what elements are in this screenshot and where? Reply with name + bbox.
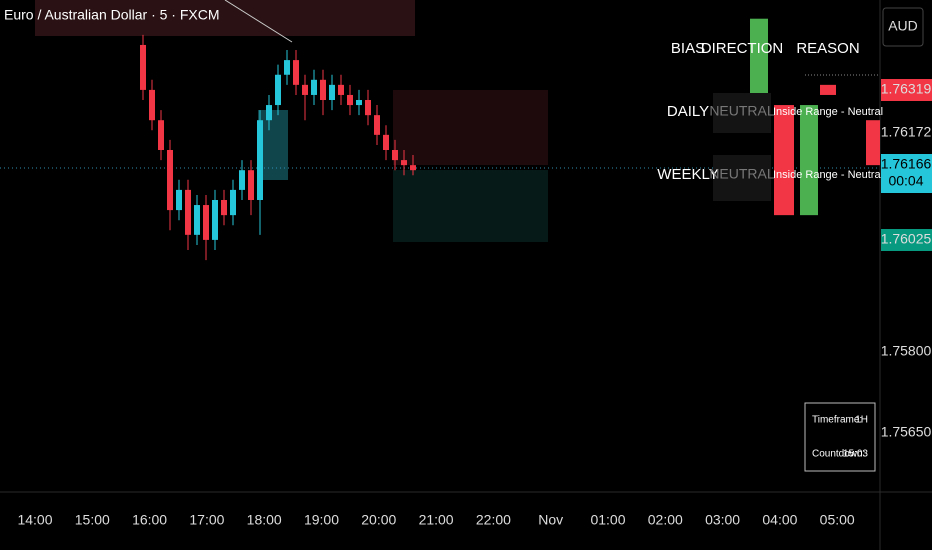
stop-zone (393, 90, 548, 165)
candle-body (302, 84, 308, 95)
time-label: 02:00 (648, 512, 683, 528)
time-label: 14:00 (17, 512, 52, 528)
candle-body (185, 189, 191, 235)
candle-body (311, 79, 317, 95)
candle-body (284, 60, 290, 75)
time-label: 20:00 (361, 512, 396, 528)
candle-body (383, 134, 389, 150)
candle-body (212, 199, 218, 240)
candle-body (275, 74, 281, 106)
htf-candles (750, 18, 880, 216)
price-label: 1.75650 (881, 424, 932, 440)
candle-body (149, 89, 155, 121)
currency-label[interactable]: AUD (888, 18, 918, 34)
price-tag (881, 79, 932, 101)
table-header: REASON (796, 40, 859, 57)
price-label: 1.76172 (881, 124, 932, 140)
table-header: BIAS (671, 40, 705, 57)
info-value: 15:03 (843, 449, 868, 460)
time-label: 18:00 (247, 512, 282, 528)
htf-candle (866, 120, 880, 166)
time-axis: 14:00 15:00 16:00 17:00 18:00 19:00 20:00 21:00… (17, 512, 854, 528)
candle-body (401, 160, 407, 166)
candle-body (167, 150, 173, 211)
time-label: 22:00 (476, 512, 511, 528)
candle-body (347, 94, 353, 106)
info-box (804, 402, 876, 472)
cell-bg (713, 93, 771, 133)
supply-zone (35, 0, 415, 36)
price-tag (881, 229, 932, 251)
target-zone (393, 170, 548, 242)
time-label: 19:00 (304, 512, 339, 528)
candle-body (221, 199, 227, 216)
candle-body (329, 84, 335, 101)
info-label: Countdown: (812, 449, 865, 460)
table-cell: Inside Range - Neutral (773, 106, 883, 118)
time-label: 04:00 (762, 512, 797, 528)
htf-candle (774, 105, 794, 216)
info-label: Timeframe: (812, 415, 862, 426)
table-cell: NEUTRAL (709, 103, 775, 119)
time-label: 16:00 (132, 512, 167, 528)
candle-body (140, 44, 146, 90)
time-label: Nov (538, 512, 563, 528)
price-label: 1.76025 (881, 231, 932, 247)
candle-body (203, 205, 209, 240)
info-rows: Timeframe:1H Countdown:15:03 (812, 415, 868, 460)
candle-body (392, 150, 398, 161)
candle-body (239, 170, 245, 190)
price-label: 1.76319 (881, 81, 932, 97)
table-header: DIRECTION (701, 40, 784, 57)
candle-body (194, 205, 200, 235)
symbol-title: Euro / Australian Dollar · 5 · FXCM (4, 7, 220, 23)
candle-body (365, 100, 371, 116)
table-cell: NEUTRAL (709, 166, 775, 182)
candle-body (257, 120, 263, 200)
candle-body (158, 120, 164, 150)
candle-body (374, 115, 380, 135)
table-cell: Inside Range - Neutral (773, 169, 883, 181)
row-label: WEEKLY (657, 166, 718, 183)
row-label: DAILY (667, 103, 709, 120)
candle-body (410, 165, 416, 171)
htf-candle (820, 84, 836, 95)
candles (140, 34, 416, 261)
candle-body (293, 60, 299, 85)
time-label: 17:00 (189, 512, 224, 528)
price-tag (881, 154, 932, 176)
time-label: 05:00 (820, 512, 855, 528)
price-label: 00:04 (888, 173, 923, 189)
candle-body (230, 189, 236, 216)
price-tag (881, 171, 932, 193)
time-label: 21:00 (419, 512, 454, 528)
trend-line (224, 0, 293, 43)
candle-body (176, 189, 182, 211)
candle-body (266, 105, 272, 121)
currency-button[interactable] (882, 7, 924, 47)
cell-bg (713, 155, 771, 201)
price-label: 1.76166 (881, 156, 932, 172)
candle-body (338, 84, 344, 95)
htf-candle (750, 18, 768, 101)
candle-body (356, 100, 362, 106)
time-label: 03:00 (705, 512, 740, 528)
time-label: 15:00 (75, 512, 110, 528)
candle-body (248, 170, 254, 200)
info-value: 1H (855, 415, 868, 426)
candle-body (320, 79, 326, 101)
htf-candle (800, 105, 818, 216)
time-label: 01:00 (590, 512, 625, 528)
price-label: 1.75800 (881, 343, 932, 359)
